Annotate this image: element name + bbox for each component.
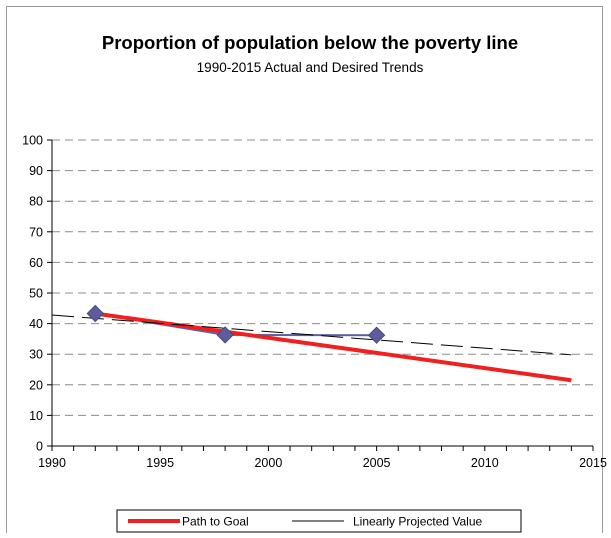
actual-data-point — [367, 326, 386, 344]
x-tick-label: 2015 — [579, 456, 607, 470]
y-tick-label: 90 — [29, 164, 43, 178]
actual-data-point — [86, 304, 104, 323]
axes: 0 10 20 30 40 50 60 70 80 90 100 1990 1995 2000 2005 20… — [22, 134, 607, 471]
chart-subtitle: 1990-2015 Actual and Desired Trends — [197, 60, 424, 75]
x-tick-label: 1995 — [146, 456, 174, 470]
y-tick-label: 0 — [36, 440, 43, 454]
chart-frame — [6, 6, 603, 533]
series-group — [51, 304, 572, 383]
y-tick-label: 80 — [29, 195, 43, 209]
x-tick-label: 2010 — [471, 456, 499, 470]
y-tick-label: 30 — [29, 348, 43, 362]
x-tick-label: 2005 — [363, 456, 391, 470]
legend-label-path-to-goal: Path to Goal — [182, 515, 249, 529]
x-tick-label: 2000 — [254, 456, 282, 470]
x-tick-label: 1990 — [38, 456, 66, 470]
y-tick-label: 10 — [29, 409, 43, 423]
legend-label-linear-projection: Linearly Projected Value — [353, 515, 483, 529]
chart-title: Proportion of population below the pover… — [102, 32, 518, 53]
y-tick-label: 100 — [22, 134, 43, 148]
legend: Path to Goal Linearly Projected Value — [128, 515, 483, 529]
y-tick-label: 20 — [29, 378, 43, 392]
linear-projection-line — [51, 314, 572, 356]
y-tick-label: 40 — [29, 317, 43, 331]
grid-lines — [52, 139, 593, 416]
y-tick-label: 50 — [29, 287, 43, 301]
y-tick-label: 60 — [29, 256, 43, 270]
actual-data-point — [216, 326, 234, 344]
y-tick-label: 70 — [29, 225, 43, 239]
